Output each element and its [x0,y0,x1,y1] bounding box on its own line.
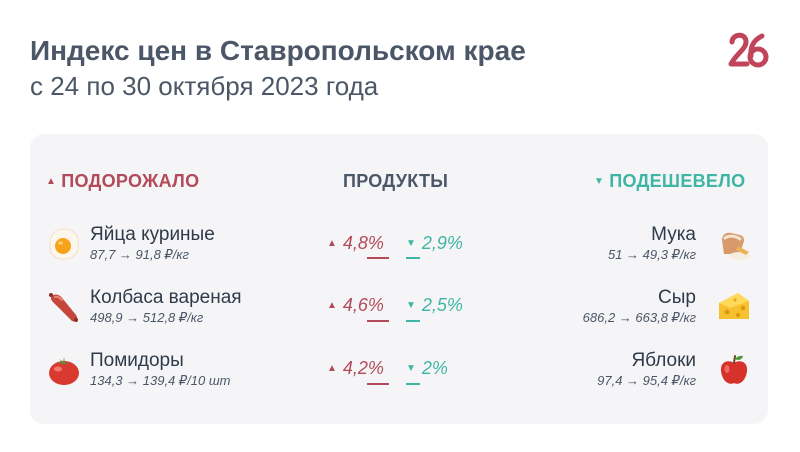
triangle-up-icon: ▲ [327,363,337,374]
product-name: Помидоры [90,350,184,371]
triangle-down-icon: ▼ [406,363,416,374]
triangle-up-icon: ▲ [46,176,57,187]
increase-percent: ▲ 4,2% [327,358,384,378]
decrease-bar [406,257,420,259]
triangle-down-icon: ▼ [594,176,605,187]
tomato-icon [49,357,79,385]
product-name: Яблоки [631,350,696,371]
increase-percent: ▲ 4,8% [327,233,384,253]
product-name: Колбаса вареная [90,287,242,308]
product-price: 498,9 → 512,8 ₽/кг [90,310,204,325]
product-price: 134,3 → 139,4 ₽/10 шт [90,373,231,388]
page-title: Индекс цен в Ставропольском крае [30,35,526,66]
product-name: Яйца куриные [90,224,215,245]
page-subtitle: с 24 по 30 октября 2023 года [30,71,379,101]
increase-bar [367,320,389,322]
increase-bar [367,257,389,259]
apple-icon [720,355,748,384]
column-header-down: ▼ ПОДЕШЕВЕЛО [594,171,746,191]
product-name: Мука [651,224,696,245]
price-panel [30,134,768,424]
increase-percent: ▲ 4,6% [327,295,384,315]
sausage-icon [49,293,78,322]
decrease-percent: ▼ 2,5% [406,295,463,315]
triangle-up-icon: ▲ [327,238,337,249]
product-price: 87,7 → 91,8 ₽/кг [90,247,189,262]
product-name: Сыр [658,287,696,308]
logo-26-icon [728,32,769,68]
down-item-apples: Яблоки 97,4 → 95,4 ₽/кг [532,350,752,394]
cheese-icon [719,293,749,319]
triangle-down-icon: ▼ [406,238,416,249]
down-item-cheese: Сыр 686,2 → 663,8 ₽/кг [532,287,752,331]
product-price: 686,2 → 663,8 ₽/кг [582,310,696,325]
decrease-percent: ▼ 2,9% [406,233,463,253]
product-price: 97,4 → 95,4 ₽/кг [597,373,696,388]
product-price: 51 → 49,3 ₽/кг [607,247,696,262]
column-header-products: ПРОДУКТЫ [343,171,449,191]
decrease-bar [406,320,420,322]
column-header-up: ▲ ПОДОРОЖАЛО [46,171,200,191]
triangle-down-icon: ▼ [406,300,416,311]
flour-icon [722,232,751,260]
increase-bar [367,383,389,385]
down-item-flour: Мука 51 → 49,3 ₽/кг [532,224,752,268]
fried-egg-icon [49,228,79,260]
triangle-up-icon: ▲ [327,300,337,311]
decrease-bar [406,383,420,385]
decrease-percent: ▼ 2% [406,358,448,378]
